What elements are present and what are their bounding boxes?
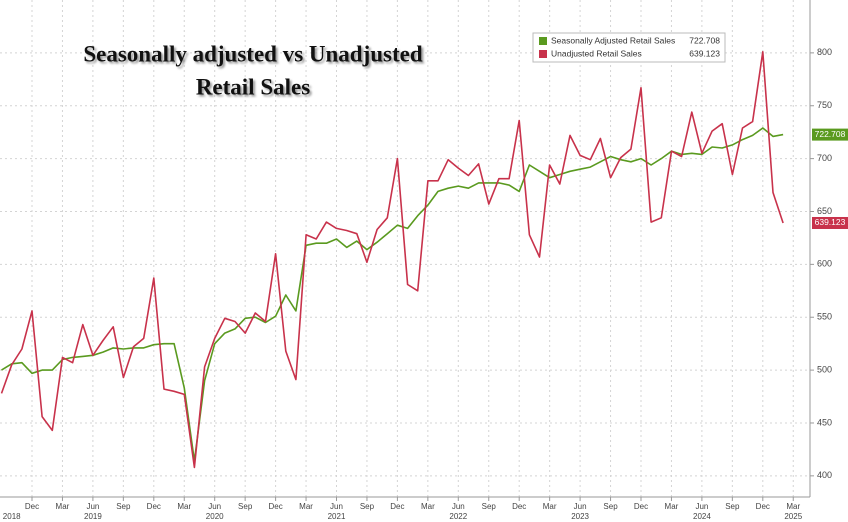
last-value-tag bbox=[812, 216, 848, 229]
x-year-label: 2020 bbox=[206, 512, 224, 521]
last-value-label: 639.123 bbox=[815, 217, 846, 227]
legend: Seasonally Adjusted Retail Sales 722.708 U… bbox=[532, 32, 726, 63]
x-tick-label: Dec bbox=[512, 502, 526, 511]
x-tick-label: Mar bbox=[299, 502, 313, 511]
x-tick-label: Jun bbox=[86, 502, 99, 511]
x-year-label: 2022 bbox=[449, 512, 467, 521]
series-line bbox=[0, 51, 784, 469]
lines bbox=[0, 51, 784, 469]
x-tick-label: Mar bbox=[543, 502, 557, 511]
y-tick-label: 650 bbox=[817, 206, 832, 216]
x-tick-label: Sep bbox=[238, 502, 253, 511]
y-tick-label: 550 bbox=[817, 312, 832, 322]
x-tick-label: Dec bbox=[147, 502, 161, 511]
x-year-label: 2025 bbox=[784, 512, 802, 521]
legend-box bbox=[532, 32, 726, 63]
y-tick-label: 800 bbox=[817, 47, 832, 57]
last-value-label: 722.708 bbox=[815, 129, 846, 139]
x-tick-label: Sep bbox=[725, 502, 740, 511]
y-tick-label: 750 bbox=[817, 100, 832, 110]
x-tick-label: Dec bbox=[268, 502, 282, 511]
legend-value: 722.708 bbox=[689, 35, 720, 45]
x-year-label: 2023 bbox=[571, 512, 589, 521]
x-tick-label: Dec bbox=[756, 502, 770, 511]
y-tick-label: 450 bbox=[817, 417, 832, 427]
x-tick-label: Jun bbox=[452, 502, 465, 511]
chart-title: Retail Sales bbox=[196, 74, 310, 99]
x-tick-label: Dec bbox=[634, 502, 648, 511]
legend-swatch bbox=[539, 50, 547, 58]
chart-title: Seasonally adjusted vs Unadjusted bbox=[83, 41, 423, 66]
x-tick-label: Mar bbox=[421, 502, 435, 511]
y-tick-label: 600 bbox=[817, 259, 832, 269]
series-line bbox=[1, 127, 784, 462]
x-tick-label: Jun bbox=[208, 502, 221, 511]
x-tick-label: Sep bbox=[360, 502, 375, 511]
legend-label: Unadjusted Retail Sales bbox=[551, 48, 642, 58]
y-tick-label: 400 bbox=[817, 470, 832, 480]
x-tick-label: Mar bbox=[56, 502, 70, 511]
x-tick-label: Dec bbox=[390, 502, 404, 511]
y-tick-label: 500 bbox=[817, 364, 832, 374]
x-year-label: 2021 bbox=[328, 512, 346, 521]
x-year-label: 2018 bbox=[3, 512, 21, 521]
x-tick-label: Mar bbox=[665, 502, 679, 511]
x-year-label: 2019 bbox=[84, 512, 102, 521]
x-year-label: 2024 bbox=[693, 512, 711, 521]
x-tick-label: Sep bbox=[482, 502, 497, 511]
x-tick-label: Dec bbox=[25, 502, 39, 511]
last-value-tag bbox=[812, 128, 848, 141]
y-tick-label: 700 bbox=[817, 153, 832, 163]
x-tick-label: Mar bbox=[177, 502, 191, 511]
legend-swatch bbox=[539, 37, 547, 45]
x-tick-label: Mar bbox=[786, 502, 800, 511]
x-tick-label: Sep bbox=[116, 502, 131, 511]
x-tick-label: Sep bbox=[603, 502, 618, 511]
x-tick-label: Jun bbox=[330, 502, 343, 511]
grid bbox=[0, 0, 810, 497]
x-tick-label: Jun bbox=[695, 502, 708, 511]
x-tick-label: Jun bbox=[574, 502, 587, 511]
legend-label: Seasonally Adjusted Retail Sales bbox=[551, 35, 675, 45]
legend-value: 639.123 bbox=[689, 48, 720, 58]
